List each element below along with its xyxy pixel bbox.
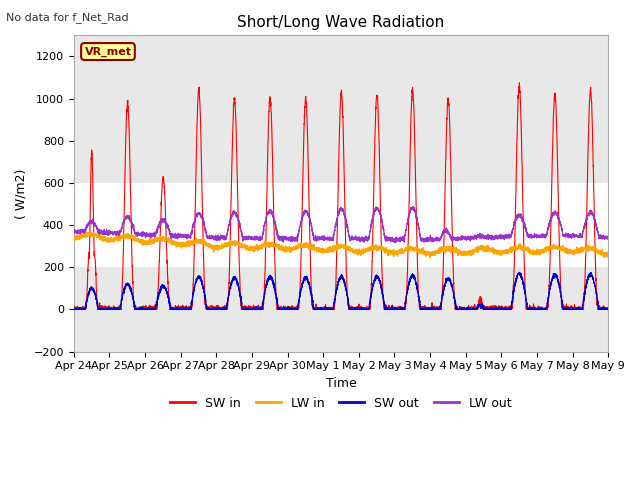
LW out (392, 240, 399, 246)
SW out (321, 307, 329, 312)
LW out (492, 233, 499, 239)
LW out (70, 228, 77, 233)
LW out (321, 236, 329, 242)
SW out (491, 307, 499, 312)
Line: LW in: LW in (74, 231, 608, 258)
SW out (604, 307, 611, 312)
LW out (604, 235, 612, 241)
SW out (515, 270, 523, 276)
LW out (431, 237, 439, 243)
Line: LW out: LW out (74, 207, 608, 243)
LW in (431, 252, 439, 257)
Text: No data for f_Net_Rad: No data for f_Net_Rad (6, 12, 129, 23)
SW in (70, 307, 77, 312)
Bar (74, 36, 608, 98)
SW in (321, 305, 329, 311)
LW out (604, 236, 611, 241)
Line: SW in: SW in (74, 83, 608, 310)
Title: Short/Long Wave Radiation: Short/Long Wave Radiation (237, 15, 445, 30)
SW in (166, 305, 173, 311)
LW in (426, 255, 434, 261)
LW in (461, 251, 468, 256)
X-axis label: Time: Time (326, 377, 356, 390)
SW in (516, 80, 524, 86)
LW in (166, 238, 173, 243)
Line: SW out: SW out (74, 273, 608, 310)
LW out (409, 204, 417, 210)
SW out (70, 307, 77, 312)
Bar (74, 267, 608, 351)
SW out (166, 300, 173, 306)
SW out (431, 307, 439, 312)
LW in (81, 228, 88, 234)
SW in (491, 306, 499, 312)
Bar (74, 183, 608, 267)
Bar (74, 98, 608, 183)
SW out (461, 305, 468, 311)
LW out (166, 228, 173, 234)
SW in (604, 307, 612, 312)
LW in (604, 254, 612, 260)
Y-axis label: ( W/m2): ( W/m2) (15, 168, 28, 218)
Text: VR_met: VR_met (84, 47, 131, 57)
Legend: SW in, LW in, SW out, LW out: SW in, LW in, SW out, LW out (165, 392, 517, 415)
SW in (604, 305, 611, 311)
SW out (604, 307, 612, 312)
SW in (431, 307, 439, 312)
SW in (70, 306, 77, 312)
LW in (70, 233, 77, 239)
LW out (461, 234, 468, 240)
LW in (321, 247, 329, 252)
LW in (604, 253, 611, 259)
LW in (492, 249, 499, 254)
SW in (461, 306, 468, 312)
